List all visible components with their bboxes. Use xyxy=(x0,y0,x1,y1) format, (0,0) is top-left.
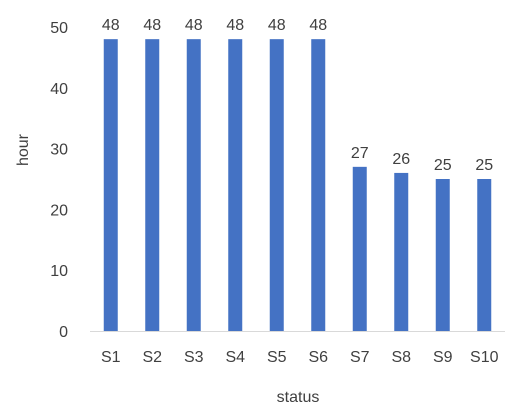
data-label-s1: 48 xyxy=(102,17,120,34)
y-axis-title: hour xyxy=(15,133,32,166)
y-tick-label: 10 xyxy=(50,263,68,280)
x-tick-label: S4 xyxy=(225,349,245,366)
bars xyxy=(103,39,492,331)
bar-s2 xyxy=(145,39,160,331)
x-tick-label: S2 xyxy=(142,349,162,366)
bar-s8 xyxy=(394,172,409,331)
y-tick-label: 30 xyxy=(50,142,68,159)
bar-s9 xyxy=(435,179,450,331)
bar-s3 xyxy=(186,39,201,331)
x-tick-label: S3 xyxy=(184,349,204,366)
x-tick-label: S1 xyxy=(101,349,121,366)
y-axis-ticks: 0 10 20 30 40 50 xyxy=(50,20,68,341)
y-tick-label: 40 xyxy=(50,81,68,98)
bar-s5 xyxy=(269,39,284,331)
x-axis-title: status xyxy=(277,389,320,406)
bar-s10 xyxy=(477,179,492,331)
data-label-s5: 48 xyxy=(268,17,286,34)
bar-s1 xyxy=(103,39,118,331)
x-tick-label: S9 xyxy=(433,349,453,366)
y-tick-label: 20 xyxy=(50,202,68,219)
data-labels: 48 48 48 48 48 48 27 26 25 25 xyxy=(102,17,493,174)
data-label-s9: 25 xyxy=(434,157,452,174)
data-label-s6: 48 xyxy=(309,17,327,34)
x-tick-label: S8 xyxy=(391,349,411,366)
data-label-s7: 27 xyxy=(351,145,369,162)
y-tick-label: 0 xyxy=(59,324,68,341)
y-tick-label: 50 xyxy=(50,20,68,37)
data-label-s2: 48 xyxy=(143,17,161,34)
bar-s6 xyxy=(311,39,326,331)
x-tick-label: S6 xyxy=(308,349,328,366)
x-axis-ticks: S1 S2 S3 S4 S5 S6 S7 S8 S9 S10 xyxy=(101,349,499,366)
x-tick-label: S7 xyxy=(350,349,370,366)
data-label-s10: 25 xyxy=(475,157,493,174)
x-tick-label: S5 xyxy=(267,349,287,366)
data-label-s8: 26 xyxy=(392,151,410,168)
bar-s7 xyxy=(352,166,367,331)
data-label-s3: 48 xyxy=(185,17,203,34)
bar-s4 xyxy=(228,39,243,331)
x-tick-label: S10 xyxy=(470,349,499,366)
data-label-s4: 48 xyxy=(226,17,244,34)
